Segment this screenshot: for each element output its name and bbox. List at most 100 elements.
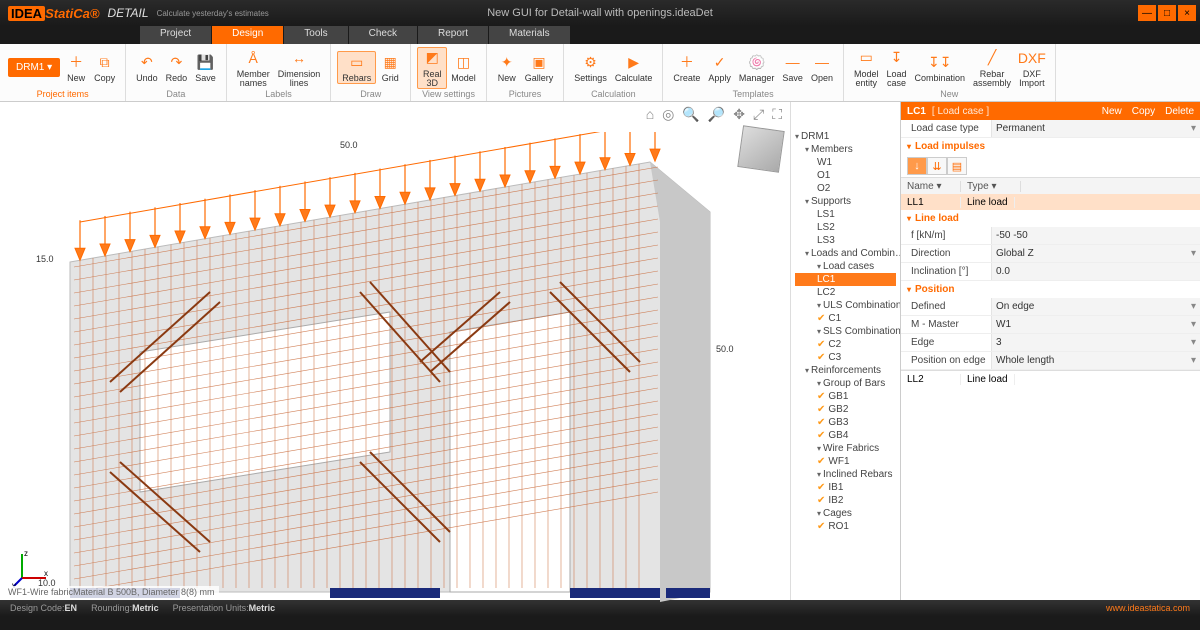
tab-design[interactable]: Design bbox=[212, 26, 283, 44]
tab-project[interactable]: Project bbox=[140, 26, 211, 44]
tree-ls3[interactable]: LS3 bbox=[795, 234, 896, 247]
props-delete-button[interactable]: Delete bbox=[1165, 106, 1194, 117]
tree-group-of-bars[interactable]: ▾Group of Bars bbox=[795, 377, 896, 390]
view-tool-4[interactable]: ✥ bbox=[733, 106, 745, 123]
tree-members[interactable]: ▾Members bbox=[795, 143, 896, 156]
tab-tools[interactable]: Tools bbox=[284, 26, 347, 44]
tree-loads-and-combin-[interactable]: ▾Loads and Combin… bbox=[795, 247, 896, 260]
minimize-button[interactable]: — bbox=[1138, 5, 1156, 21]
view-tool-2[interactable]: 🔍 bbox=[682, 106, 699, 123]
tree-gb2[interactable]: ✔GB2 bbox=[795, 403, 896, 416]
close-button[interactable]: × bbox=[1178, 5, 1196, 21]
impulse-row[interactable]: LL1Line load bbox=[901, 194, 1200, 210]
tree-wire-fabrics[interactable]: ▾Wire Fabrics bbox=[795, 442, 896, 455]
ribbon-model[interactable]: ◫Model bbox=[447, 52, 480, 83]
props-subtitle: [ Load case ] bbox=[932, 106, 989, 117]
tree-w1[interactable]: W1 bbox=[795, 156, 896, 169]
svg-text:50.0: 50.0 bbox=[716, 344, 734, 354]
ribbon-combination[interactable]: ↧↧Combination bbox=[911, 52, 970, 83]
tree-inclined-rebars[interactable]: ▾Inclined Rebars bbox=[795, 468, 896, 481]
tab-check[interactable]: Check bbox=[349, 26, 417, 44]
row-inclination-[interactable]: Inclination [°]0.0 bbox=[901, 263, 1200, 281]
tree-drm1[interactable]: ▾DRM1 bbox=[795, 130, 896, 143]
ribbon-rebars[interactable]: ▭Rebars bbox=[337, 51, 376, 84]
view-tool-5[interactable]: ⤢ bbox=[753, 106, 764, 123]
ribbon-save[interactable]: 💾Save bbox=[191, 52, 220, 83]
ribbon-model-entity[interactable]: ▭Model entity bbox=[850, 48, 883, 88]
ribbon-new[interactable]: ✦New bbox=[493, 52, 521, 83]
section-load-impulses[interactable]: ▾Load impulses bbox=[901, 138, 1200, 155]
ribbon-manager[interactable]: 🍥Manager bbox=[735, 52, 779, 83]
impulse-area-button[interactable]: ▤ bbox=[947, 157, 967, 175]
impulse-row[interactable]: LL2Line load bbox=[901, 371, 1200, 387]
ribbon-redo[interactable]: ↷Redo bbox=[162, 52, 192, 83]
project-item-chip[interactable]: DRM1 ▾ bbox=[8, 58, 60, 77]
section-position[interactable]: ▾Position bbox=[901, 281, 1200, 298]
model-tree[interactable]: ▾DRM1▾MembersW1O1O2▾SupportsLS1LS2LS3▾Lo… bbox=[790, 102, 900, 600]
impulse-line-button[interactable]: ⇊ bbox=[927, 157, 947, 175]
row-position-on-edge[interactable]: Position on edgeWhole length bbox=[901, 352, 1200, 370]
ribbon-copy[interactable]: ⧉Copy bbox=[90, 52, 119, 83]
props-copy-button[interactable]: Copy bbox=[1132, 106, 1155, 117]
tree-lc1[interactable]: LC1 bbox=[795, 273, 896, 286]
tab-materials[interactable]: Materials bbox=[489, 26, 570, 44]
properties-panel: LC1 [ Load case ] NewCopyDelete Load cas… bbox=[900, 102, 1200, 600]
ribbon-rebar-assembly[interactable]: ╱Rebar assembly bbox=[969, 48, 1015, 88]
tree-uls-combinations[interactable]: ▾ULS Combinations bbox=[795, 299, 896, 312]
props-new-button[interactable]: New bbox=[1102, 106, 1122, 117]
tree-c2[interactable]: ✔C2 bbox=[795, 338, 896, 351]
tree-supports[interactable]: ▾Supports bbox=[795, 195, 896, 208]
row-defined[interactable]: DefinedOn edge bbox=[901, 298, 1200, 316]
view-tool-1[interactable]: ◎ bbox=[662, 106, 674, 123]
tree-gb3[interactable]: ✔GB3 bbox=[795, 416, 896, 429]
tree-cages[interactable]: ▾Cages bbox=[795, 507, 896, 520]
tree-ib2[interactable]: ✔IB2 bbox=[795, 494, 896, 507]
view-tool-6[interactable]: ⛶ bbox=[772, 106, 782, 123]
tree-o2[interactable]: O2 bbox=[795, 182, 896, 195]
viewport-3d[interactable]: ⌂ ◎ 🔍 🔎 ✥ ⤢ ⛶ bbox=[0, 102, 790, 600]
tree-gb1[interactable]: ✔GB1 bbox=[795, 390, 896, 403]
section-line-load[interactable]: ▾Line load bbox=[901, 210, 1200, 227]
tree-reinforcements[interactable]: ▾Reinforcements bbox=[795, 364, 896, 377]
ribbon-save[interactable]: —Save bbox=[778, 52, 807, 83]
row-m-master[interactable]: M - MasterW1 bbox=[901, 316, 1200, 334]
ribbon-dxf-import[interactable]: DXFDXF Import bbox=[1015, 48, 1049, 88]
ribbon-gallery[interactable]: ▣Gallery bbox=[521, 52, 558, 83]
ribbon-member-names[interactable]: ÅMember names bbox=[233, 48, 274, 88]
view-tool-3[interactable]: 🔎 bbox=[708, 106, 725, 123]
tab-report[interactable]: Report bbox=[418, 26, 488, 44]
tree-gb4[interactable]: ✔GB4 bbox=[795, 429, 896, 442]
ribbon-load-case[interactable]: ↧Load case bbox=[882, 48, 910, 88]
tree-ib1[interactable]: ✔IB1 bbox=[795, 481, 896, 494]
row-load-case-type[interactable]: Load case type Permanent bbox=[901, 120, 1200, 138]
ribbon-real-3d[interactable]: ◩Real 3D bbox=[417, 47, 447, 89]
tree-ro1[interactable]: ✔RO1 bbox=[795, 520, 896, 533]
impulses-table[interactable]: Name ▾Type ▾LL1Line load bbox=[901, 177, 1200, 210]
row-edge[interactable]: Edge3 bbox=[901, 334, 1200, 352]
ribbon-open[interactable]: —Open bbox=[807, 52, 837, 83]
website-link[interactable]: www.ideastatica.com bbox=[1106, 603, 1190, 613]
ribbon-new[interactable]: ＋New bbox=[62, 52, 90, 83]
impulse-point-button[interactable]: ↓ bbox=[907, 157, 927, 175]
ribbon-dimension-lines[interactable]: ↔Dimension lines bbox=[274, 48, 325, 88]
ribbon-apply[interactable]: ✓Apply bbox=[704, 52, 735, 83]
impulse-type-buttons: ↓ ⇊ ▤ bbox=[901, 155, 1200, 177]
tree-lc2[interactable]: LC2 bbox=[795, 286, 896, 299]
ribbon-create[interactable]: ＋Create bbox=[669, 52, 704, 83]
tree-c1[interactable]: ✔C1 bbox=[795, 312, 896, 325]
tree-load-cases[interactable]: ▾Load cases bbox=[795, 260, 896, 273]
ribbon-settings[interactable]: ⚙Settings bbox=[570, 52, 611, 83]
ribbon-grid[interactable]: ▦Grid bbox=[376, 52, 404, 83]
tree-o1[interactable]: O1 bbox=[795, 169, 896, 182]
ribbon-calculate[interactable]: ▶Calculate bbox=[611, 52, 657, 83]
tree-c3[interactable]: ✔C3 bbox=[795, 351, 896, 364]
maximize-button[interactable]: □ bbox=[1158, 5, 1176, 21]
tree-wf1[interactable]: ✔WF1 bbox=[795, 455, 896, 468]
tree-sls-combinations[interactable]: ▾SLS Combinations bbox=[795, 325, 896, 338]
row-f-kn-m-[interactable]: f [kN/m]-50 -50 bbox=[901, 227, 1200, 245]
view-tool-0[interactable]: ⌂ bbox=[646, 106, 654, 123]
tree-ls1[interactable]: LS1 bbox=[795, 208, 896, 221]
tree-ls2[interactable]: LS2 bbox=[795, 221, 896, 234]
ribbon-undo[interactable]: ↶Undo bbox=[132, 52, 162, 83]
row-direction[interactable]: DirectionGlobal Z bbox=[901, 245, 1200, 263]
